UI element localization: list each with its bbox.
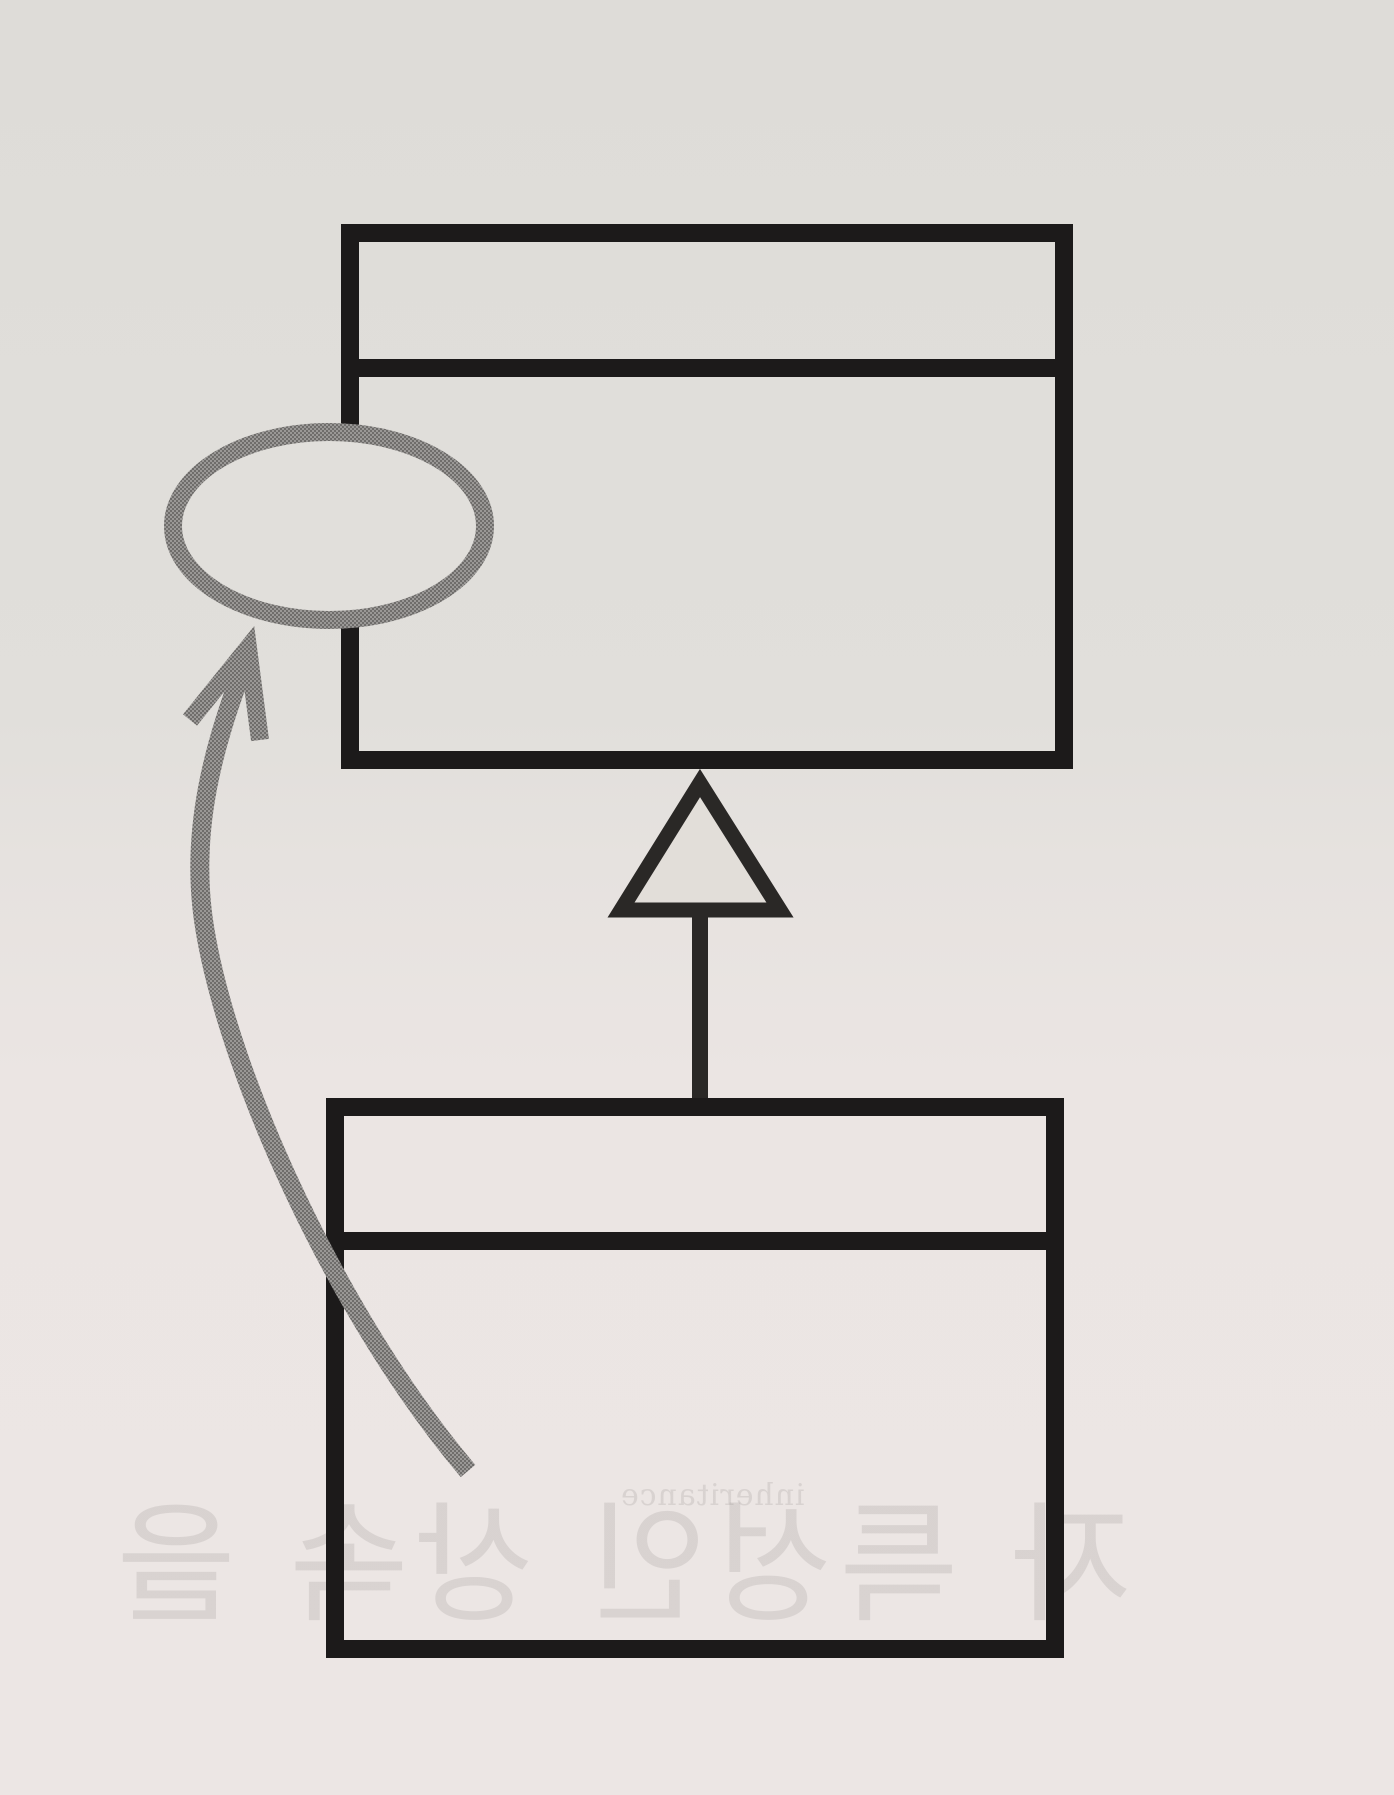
curved-arrow-shaft — [190, 651, 476, 1478]
curved-arrowhead-icon — [182, 625, 269, 742]
subclass-box — [326, 1098, 1064, 1658]
inheritance-arrow — [607, 768, 794, 1098]
subclass-outline — [326, 1098, 1064, 1658]
inheritance-triangle-icon — [607, 768, 794, 918]
gray-ellipse — [164, 423, 494, 629]
curved-gray-arrow — [182, 625, 476, 1478]
